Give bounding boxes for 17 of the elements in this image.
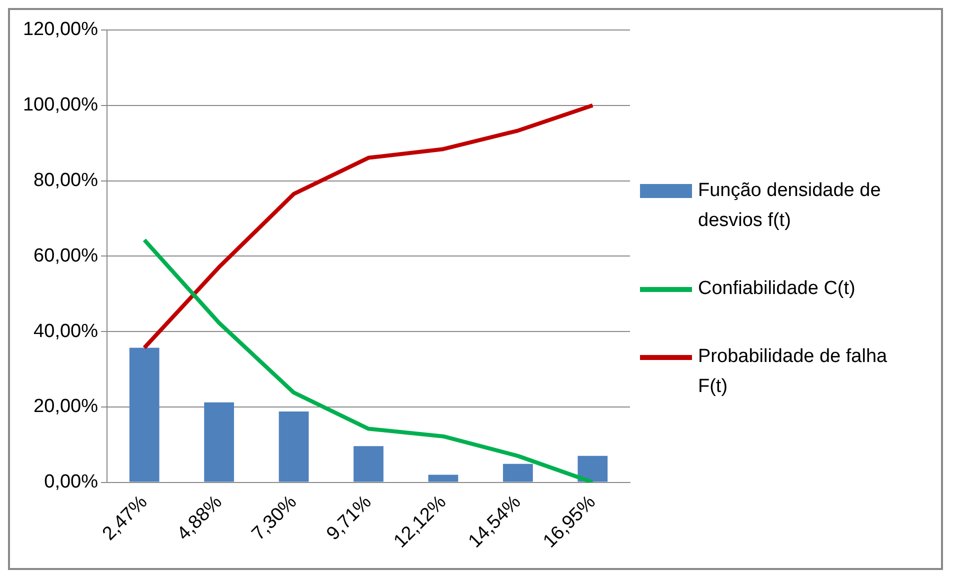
bar (354, 446, 384, 482)
bar (502, 464, 533, 482)
bar (129, 348, 160, 482)
bar (204, 402, 234, 482)
legend-label: Probabilidade de falha F(t) (698, 345, 888, 399)
legend-label: Função densidade de desvios f(t) (698, 179, 882, 233)
bar (428, 474, 458, 482)
y-tick-label: 80,00% (34, 170, 98, 192)
y-tick-label: 20,00% (34, 396, 98, 418)
y-tick-label: 0,00% (44, 472, 98, 493)
y-tick-label: 40,00% (34, 320, 98, 342)
y-tick-label: 60,00% (34, 245, 98, 266)
legend-label: Confiabilidade C(t) (698, 277, 856, 301)
bar (578, 456, 608, 482)
y-tick-label: 100,00% (22, 94, 98, 116)
y-tick-label: 120,00% (22, 19, 98, 40)
bar (278, 411, 309, 482)
